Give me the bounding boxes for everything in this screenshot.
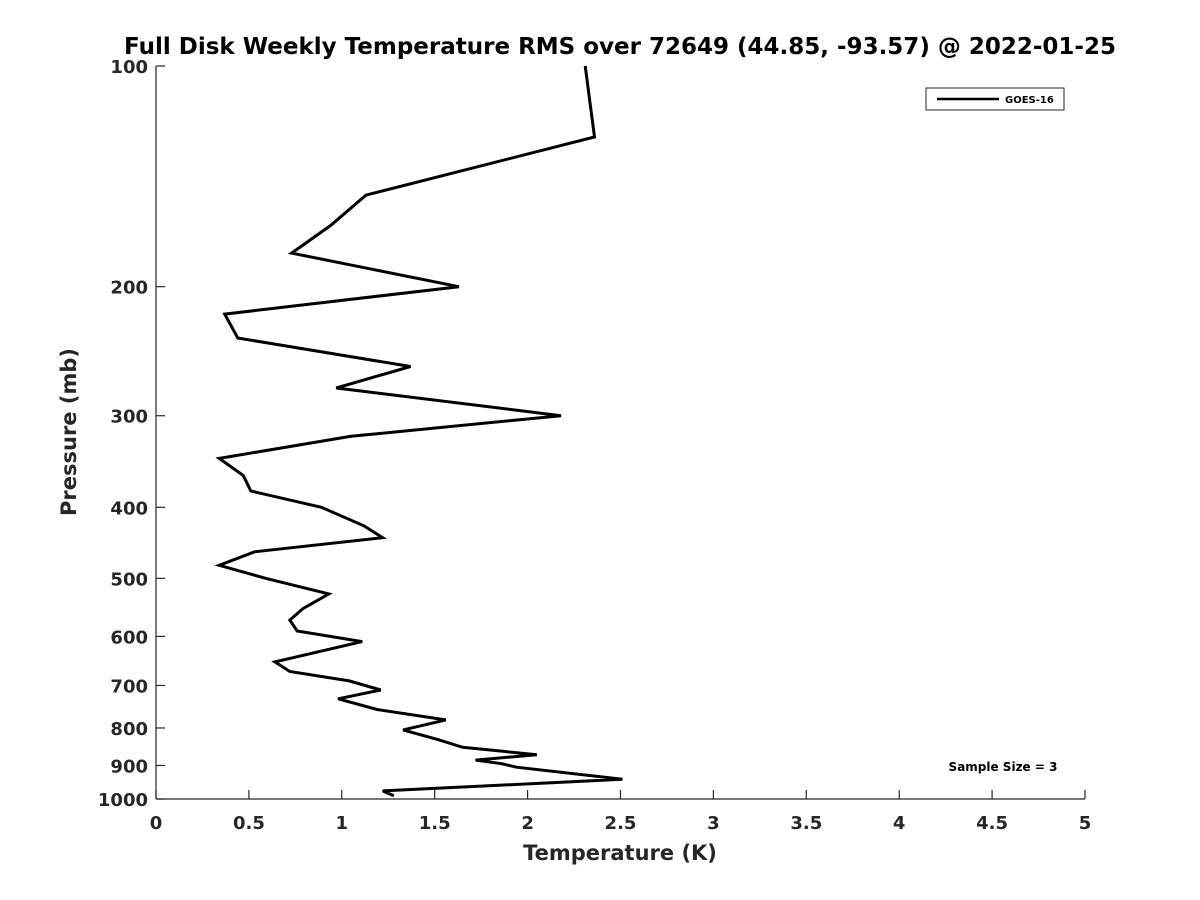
y-tick-label: 900	[110, 756, 148, 777]
y-tick-group: 100 200 300 400 500 600 700 800 900 1000	[98, 57, 165, 811]
series-line-goes-16	[214, 65, 623, 798]
y-tick-label: 1000	[98, 790, 148, 811]
x-tick-label: 5	[1079, 813, 1092, 834]
x-tick-label: 3	[707, 813, 720, 834]
y-tick-label: 800	[110, 719, 148, 740]
x-tick-label: 2	[521, 813, 534, 834]
x-tick-label: 3.5	[790, 813, 822, 834]
x-tick-label: 1	[336, 813, 349, 834]
legend-label-goes-16: GOES-16	[1005, 95, 1054, 106]
x-tick-label: 2.5	[605, 813, 637, 834]
y-tick-label: 600	[110, 627, 148, 648]
x-tick-group: 0 0.5 1 1.5 2 2.5 3 3.5 4 4.5 5	[150, 790, 1092, 834]
x-tick-label: 1.5	[419, 813, 451, 834]
sample-size-annotation: Sample Size = 3	[949, 760, 1058, 774]
y-axis-label: Pressure (mb)	[57, 348, 81, 516]
y-tick-label: 100	[110, 57, 148, 78]
x-axis-label: Temperature (K)	[523, 841, 717, 865]
y-tick-label: 200	[110, 278, 148, 299]
legend: GOES-16	[925, 87, 1065, 111]
y-tick-label: 300	[110, 407, 148, 428]
y-tick-label: 500	[110, 569, 148, 590]
x-tick-label: 0	[150, 813, 163, 834]
y-tick-label: 400	[110, 498, 148, 519]
y-tick-label: 700	[110, 676, 148, 697]
x-tick-label: 4	[893, 813, 906, 834]
series-group	[214, 65, 623, 798]
x-tick-label: 0.5	[233, 813, 265, 834]
chart-title: Full Disk Weekly Temperature RMS over 72…	[124, 34, 1116, 60]
x-tick-label: 4.5	[976, 813, 1008, 834]
